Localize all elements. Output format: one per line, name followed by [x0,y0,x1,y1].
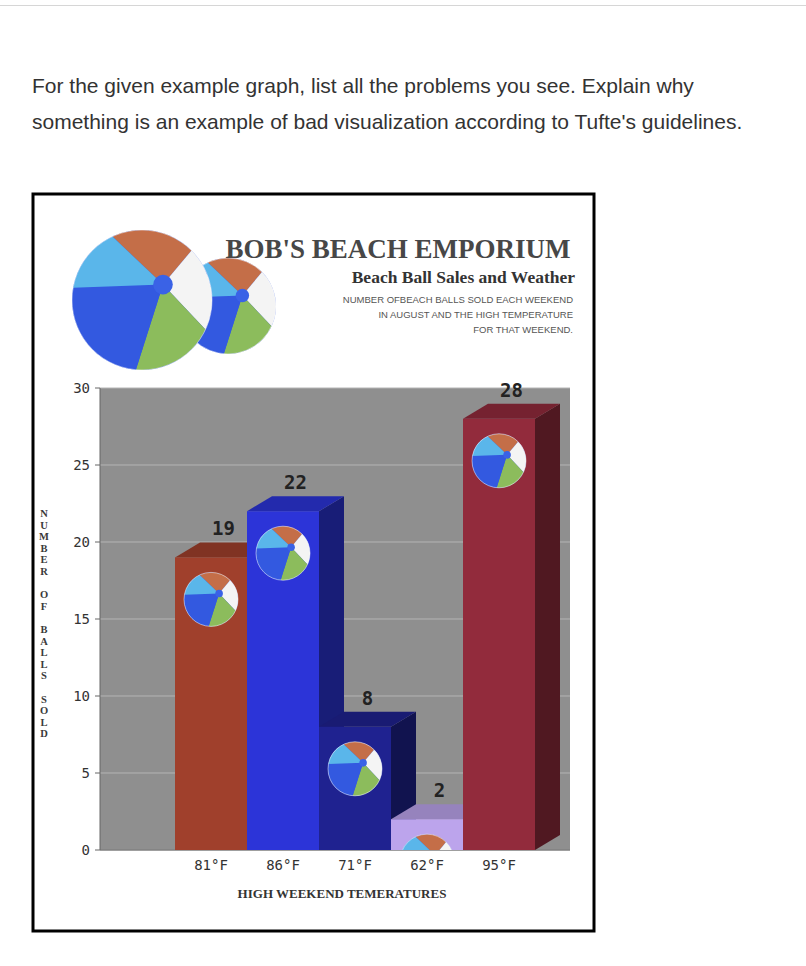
ball-base [256,526,310,580]
y-axis-label: NUMBER OF BALLS SOLD [38,508,49,740]
ball-base [184,572,238,626]
ball-outline [400,834,454,850]
annotation: IN AUGUST AND THE HIGH TEMPERATURE [378,309,573,320]
bar-ball [256,526,310,580]
ball-hub [359,759,367,767]
bar [175,557,247,850]
bar [463,419,535,850]
ball-outline [328,742,382,796]
data-label: 2 [434,779,445,801]
bar-top [319,712,416,727]
ball-outline [72,230,212,370]
ball-panel [73,237,163,288]
ball-outline [184,572,238,626]
ball-panel [328,763,363,796]
ball-hub [236,289,249,302]
chart: BOB'S BEACH EMPORIUM Beach Ball Sales and… [0,0,806,966]
y-tick-label: 25 [73,457,90,473]
x-tick-label: 62°F [410,857,444,873]
ball-hub [215,590,223,598]
ball-panel [184,575,219,595]
x-tick-label: 71°F [338,857,372,873]
x-tick-label: 81°F [194,857,228,873]
ball-panel [472,436,507,456]
bars [175,404,560,850]
ball-hub [503,451,511,459]
ball-hub [153,275,173,295]
tick-mark [95,388,100,389]
question: For the given example graph, list all th… [32,68,782,140]
bar-ball [472,434,526,488]
bar-ball [400,834,454,850]
plot-background [100,388,570,850]
y-tick-label: 5 [82,765,90,781]
annotation: FOR THAT WEEKEND. [473,324,573,335]
ball-panel [256,529,291,549]
ball-hub [287,543,295,551]
beach-ball [72,230,212,370]
ball-panel [256,547,291,580]
tick-mark [95,773,100,774]
data-label: 19 [212,517,235,539]
labels: 19 81°F 22 86°F 8 71°F 2 62°F 28 95°F [194,379,523,873]
beach-ball [256,526,310,580]
ball-outline [256,526,310,580]
x-axis-label: HIGH WEEKEND TEMERATURES [238,886,447,901]
data-label: 28 [500,379,523,401]
ball-panel [472,455,507,488]
tick-mark [95,696,100,697]
tick-mark [95,850,100,851]
bar [319,727,391,850]
x-tick-label: 86°F [266,857,300,873]
ball-base [400,834,454,850]
tick-mark [95,542,100,543]
bar-top [247,496,344,511]
beach-ball [472,434,526,488]
tick-mark [95,619,100,620]
tick-mark [95,465,100,466]
data-label: 8 [362,687,373,709]
y-tick-label: 30 [73,380,90,396]
top-rule [0,5,806,6]
x-tick-label: 95°F [482,857,516,873]
y-tick-label: 20 [73,534,90,550]
ball-panel [72,285,163,370]
ball-panel [184,593,219,626]
ball-panel [400,837,435,850]
data-label: 22 [284,471,307,493]
annotation: NUMBER OFBEACH BALLS SOLD EACH WEEKEND [343,294,573,305]
bar-ball [328,742,382,796]
title: BOB'S BEACH EMPORIUM [225,234,570,264]
bar-ball [184,572,238,626]
y-tick-label: 10 [73,688,90,704]
beach-ball [400,834,454,850]
beach-ball [328,742,382,796]
beach-ball [184,572,238,626]
ball-panel [328,744,363,764]
bar-top [463,404,560,419]
ball-base [328,742,382,796]
y-axis-line [100,388,101,850]
ball-outline [472,434,526,488]
y-tick-label: 15 [73,611,90,627]
subtitle: Beach Ball Sales and Weather [352,267,576,287]
bar [247,511,319,850]
y-tick-label: 0 [82,842,90,858]
frame [33,194,594,931]
ball-base [72,230,212,370]
ball-base [472,434,526,488]
bar-side [535,404,560,850]
